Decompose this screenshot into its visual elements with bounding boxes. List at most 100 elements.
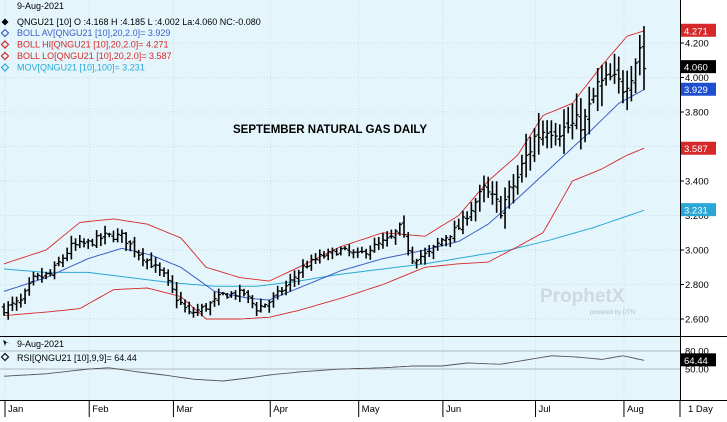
price-axis-background [680,0,727,400]
price-badge: 4.271 [681,23,716,37]
legend: QNGU21 [10] O :4.168 H :4.185 L :4.002 L… [0,17,261,362]
price-bar [191,306,196,318]
price-bar [439,237,445,247]
price-bar [359,246,365,254]
price-bar [60,254,66,268]
price-bar [498,195,504,219]
legend-quote-text: QNGU21 [10] O :4.168 H :4.185 L :4.002 L… [17,17,261,27]
chart-annotation: SEPTEMBER NATURAL GAS DAILY [233,124,427,136]
diamond-icon [0,352,10,362]
watermark-brand: ProphetX [540,286,625,307]
price-bar [233,290,238,300]
boll-lo-line [3,147,645,320]
price-bar [414,258,419,269]
price-bar [313,253,318,264]
price-bar [128,240,133,252]
price-bar [553,122,558,146]
price-bar [494,181,499,213]
diamond-icon [1,18,9,26]
price-bar [241,288,247,297]
time-tick-label: Jul [539,404,551,415]
price-bar [532,128,537,162]
price-axis: 4.2004.0003.8003.6003.4003.2003.0002.800… [680,39,709,326]
price-bar [536,112,541,155]
price-bar [368,245,373,260]
price-bar [18,293,24,308]
svg-text:3.587: 3.587 [684,144,708,155]
time-tick-label: Mar [176,404,192,415]
price-bar [620,70,626,104]
price-bar [376,236,381,251]
legend-item: BOLL AV[QNGU21 [10],20,2.0]= 3.929 [0,28,170,38]
price-bar [161,267,167,278]
price-bar [246,290,251,304]
price-bar [69,235,74,260]
diamond-icon [0,63,10,72]
price-bar [427,245,432,257]
price-bar [629,65,634,102]
price-bar [326,248,331,261]
rsi-tick-label: 50.00 [685,365,709,376]
price-bar [481,175,487,203]
price-bar [389,229,394,239]
price-bar [452,220,457,243]
price-bar [14,296,19,311]
price-bar [351,249,356,259]
svg-text:3.231: 3.231 [684,206,708,217]
price-bar [435,237,440,251]
price-bar [174,282,179,309]
price-tick-label: 4.200 [685,39,709,50]
header-date: 9-Aug-2021 [17,1,64,11]
price-bar [144,258,150,270]
price-bar [250,295,255,309]
mov-100-line [3,209,645,287]
price-badge: 3.929 [681,82,716,96]
price-bar [178,291,184,306]
price-bar [591,87,596,104]
svg-text:64.44: 64.44 [684,356,708,367]
time-tick-label: May [362,404,380,415]
time-tick-label: Apr [273,404,288,415]
price-bar [519,154,525,183]
price-bar [443,235,449,247]
price-bar [94,230,99,249]
price-bar [490,181,495,205]
price-bar [262,303,268,308]
legend-item-label: MOV[QNGU21 [10],100]= 3.231 [17,63,145,73]
price-bar [393,229,398,245]
diamond-icon [0,51,10,61]
price-bar [43,271,49,280]
price-badges: 4.271 4.060 3.929 3.587 3.231 [681,23,716,217]
price-plot-background [0,0,680,336]
price-bar [136,249,141,261]
price-bar [258,298,264,313]
price-bar [52,261,57,280]
price-bar [22,288,28,305]
price-bar [469,202,474,222]
price-bar [111,230,116,243]
price-bar [456,218,461,230]
price-bar [502,187,508,229]
price-bar [157,262,162,277]
price-badge: 4.060 [681,60,716,74]
time-axis-background [0,400,727,417]
legend-quote: QNGU21 [10] O :4.168 H :4.185 L :4.002 L… [1,17,261,27]
price-bar [208,301,213,316]
price-bar [641,26,647,90]
price-bar [81,238,87,248]
price-bar [224,292,230,299]
price-bar [254,302,259,316]
price-tick-label: 3.800 [685,108,709,119]
price-tick-label: 2.800 [685,280,709,291]
boll-av-line [3,89,645,301]
rsi-tick-label: 80.00 [685,347,709,358]
price-bar [119,229,125,243]
price-bar [338,246,344,256]
price-tick-label: 3.400 [685,177,709,188]
price-bar [283,280,289,296]
price-bar [410,246,415,265]
price-bar [288,273,293,292]
price-bar [587,86,592,135]
price-bar [203,303,209,312]
